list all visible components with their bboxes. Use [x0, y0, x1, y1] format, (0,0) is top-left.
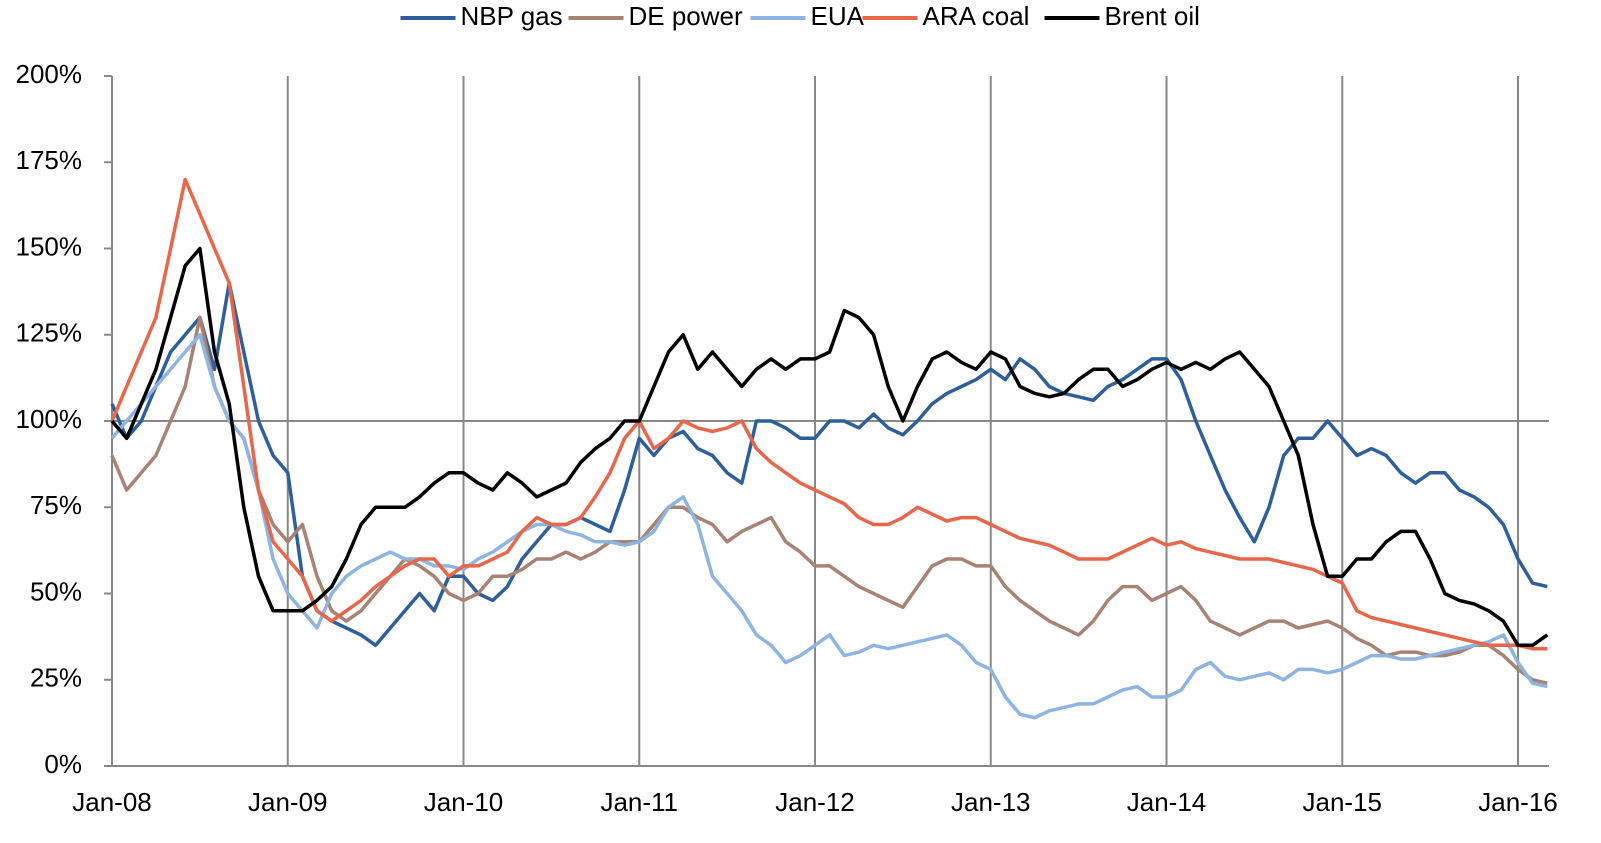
y-tick-label: 25% [30, 663, 82, 693]
legend-label: DE power [629, 1, 743, 31]
legend-label: Brent oil [1105, 1, 1200, 31]
x-tick-label: Jan-08 [72, 787, 152, 817]
series-line [110, 246, 1549, 648]
x-tick-label: Jan-15 [1303, 787, 1383, 817]
x-tick-label: Jan-12 [775, 787, 855, 817]
legend-label: EUA [811, 1, 865, 31]
y-tick-label: 0% [44, 749, 82, 779]
series-line [110, 177, 1548, 651]
y-tick-label: 200% [16, 59, 83, 89]
x-tick-label: Jan-14 [1127, 787, 1207, 817]
x-tick-label: Jan-10 [424, 787, 504, 817]
y-tick-label: 150% [16, 231, 83, 261]
legend-label: ARA coal [923, 1, 1030, 31]
y-tick-label: 100% [16, 404, 83, 434]
x-tick-label: Jan-11 [600, 787, 678, 817]
x-tick-label: Jan-16 [1478, 787, 1558, 817]
x-tick-label: Jan-13 [951, 787, 1031, 817]
y-tick-label: 175% [16, 145, 83, 175]
x-tick-label: Jan-09 [248, 787, 328, 817]
series-line [110, 281, 1548, 648]
y-tick-label: 75% [30, 490, 82, 520]
y-tick-label: 125% [16, 318, 83, 348]
series-line [110, 333, 1548, 720]
series-line [110, 315, 1548, 685]
legend-label: NBP gas [461, 1, 563, 31]
y-tick-label: 50% [30, 576, 82, 606]
